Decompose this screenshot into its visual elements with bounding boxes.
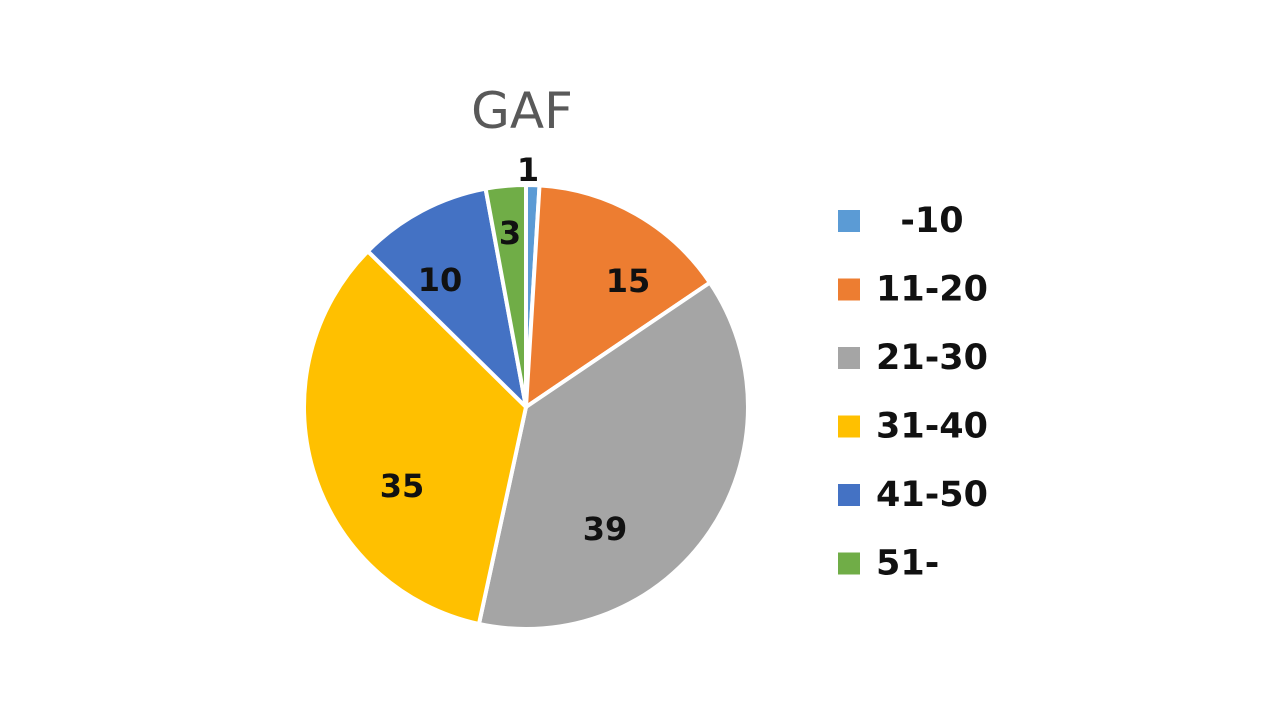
legend-item: 31-40 [838, 407, 988, 447]
legend-item: 11-20 [838, 270, 988, 310]
legend-item: -10 [838, 201, 964, 241]
legend-label: 51- [876, 544, 939, 584]
data-label-2: 15 [606, 262, 651, 300]
data-label-6: 3 [499, 214, 521, 252]
legend-swatch [838, 210, 860, 232]
legend-item: 21-30 [838, 338, 988, 378]
data-label-1: 1 [517, 151, 539, 189]
pie-slice-3 [476, 280, 750, 631]
pie-slices [302, 183, 750, 631]
legend-item: 51- [838, 544, 939, 584]
legend-label: 21-30 [876, 338, 988, 378]
pie-data-labels: 1 15 39 35 10 3 [380, 151, 651, 548]
legend-label: 41-50 [876, 475, 988, 515]
pie-slice-5 [365, 186, 528, 409]
chart-title: GAF [471, 82, 573, 140]
legend-swatch [838, 484, 860, 506]
legend-item: 41-50 [838, 475, 988, 515]
data-label-5: 10 [418, 261, 463, 299]
legend-label: 11-20 [876, 270, 988, 310]
pie-slice-2 [524, 183, 712, 409]
legend-swatch [838, 347, 860, 369]
legend-swatch [838, 278, 860, 301]
legend-label: -10 [876, 201, 964, 241]
pie-slice-6 [483, 183, 528, 409]
data-label-4: 35 [380, 467, 425, 505]
legend-swatch [838, 552, 860, 575]
legend-swatch [838, 415, 860, 438]
pie-slice-4 [302, 249, 528, 626]
legend: -10 11-20 21-30 31-40 41-50 51- [838, 201, 988, 584]
data-label-3: 39 [583, 510, 628, 548]
legend-label: 31-40 [876, 407, 988, 447]
